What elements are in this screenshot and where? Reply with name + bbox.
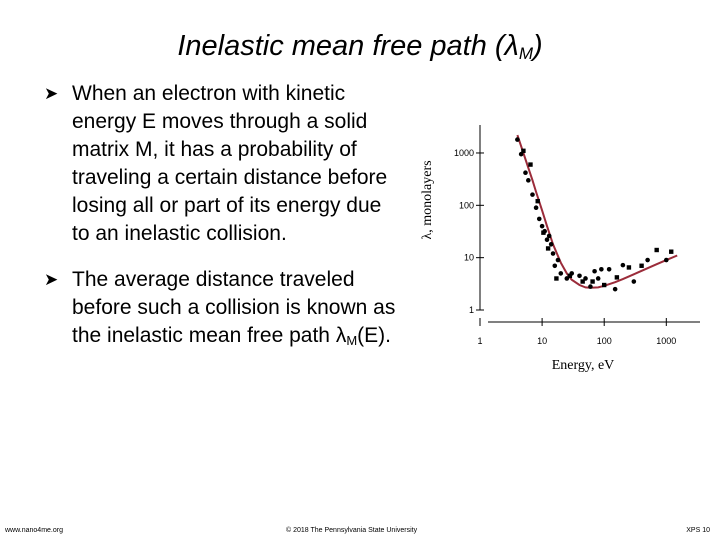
data-point-circle bbox=[588, 284, 593, 289]
data-point-square bbox=[545, 246, 551, 251]
y-axis-label: λ, monolayers bbox=[420, 160, 435, 239]
data-point-circle bbox=[536, 216, 542, 222]
data-point-square bbox=[535, 198, 540, 204]
data-point-square bbox=[626, 265, 632, 270]
data-point-circle bbox=[544, 237, 550, 243]
x-tick-group: 1 10 100 1000 bbox=[477, 318, 676, 346]
data-point-square bbox=[602, 282, 607, 288]
data-point-square bbox=[669, 249, 674, 254]
data-point-circle bbox=[612, 286, 618, 292]
bullet-subscript: M bbox=[346, 333, 358, 348]
data-point-circle bbox=[533, 205, 539, 211]
x-tick-label: 100 bbox=[597, 336, 612, 346]
y-tick-label: 100 bbox=[459, 200, 474, 210]
data-point-circle bbox=[631, 279, 637, 284]
data-points bbox=[515, 137, 674, 292]
data-point-circle bbox=[620, 262, 626, 268]
bullet-item: ➤ The average distance traveled before s… bbox=[44, 266, 404, 355]
data-point-circle bbox=[515, 137, 520, 142]
data-point-square bbox=[654, 247, 659, 253]
title-text: Inelastic mean free path (λ bbox=[177, 30, 519, 62]
data-point-square bbox=[528, 162, 533, 167]
data-point-circle bbox=[546, 233, 552, 239]
data-point-circle bbox=[577, 273, 582, 279]
footer-website: www.nano4me.org bbox=[5, 527, 63, 534]
bullet-text: When an electron with kinetic energy E m… bbox=[72, 82, 388, 245]
data-point-square bbox=[639, 263, 644, 268]
data-point-circle bbox=[526, 178, 531, 183]
data-point-circle bbox=[523, 170, 528, 175]
title-subscript: M bbox=[518, 44, 533, 63]
slide-title: Inelastic mean free path (λM) bbox=[0, 30, 720, 64]
data-point-circle bbox=[555, 257, 561, 263]
data-point-circle bbox=[530, 192, 535, 197]
x-axis-label: Energy, eV bbox=[552, 358, 615, 373]
bullet-list: ➤ When an electron with kinetic energy E… bbox=[44, 80, 404, 373]
x-tick-label: 1 bbox=[477, 336, 482, 346]
data-point-circle bbox=[599, 266, 604, 272]
data-point-square bbox=[614, 275, 620, 280]
y-tick-label: 1000 bbox=[454, 148, 474, 158]
data-point-circle bbox=[664, 257, 669, 263]
data-point-circle bbox=[606, 266, 612, 272]
x-tick-label: 1000 bbox=[656, 336, 676, 346]
title-end: ) bbox=[533, 30, 543, 62]
data-point-circle bbox=[592, 268, 597, 274]
data-point-square bbox=[580, 279, 585, 284]
x-tick-label: 10 bbox=[537, 336, 547, 346]
mean-free-path-chart: 1 10 100 1000 1 10 100 1000 λ, monolayers Ener… bbox=[420, 125, 700, 373]
bullet-text: The average distance traveled before suc… bbox=[72, 268, 396, 347]
data-point-square bbox=[554, 276, 559, 281]
data-point-circle bbox=[645, 257, 650, 263]
footer-slide-number: XPS 10 bbox=[686, 527, 710, 534]
data-point-circle bbox=[552, 263, 558, 269]
arrow-bullet-icon: ➤ bbox=[44, 84, 59, 103]
data-point-square bbox=[521, 148, 526, 154]
y-tick-label: 1 bbox=[469, 305, 474, 315]
arrow-bullet-icon: ➤ bbox=[44, 270, 59, 289]
data-point-circle bbox=[558, 271, 564, 276]
data-point-circle bbox=[595, 276, 601, 281]
data-point-circle bbox=[539, 223, 545, 229]
data-point-square bbox=[590, 279, 595, 284]
bullet-text-end: (E). bbox=[357, 324, 391, 347]
data-point-circle bbox=[550, 251, 556, 256]
bullet-item: ➤ When an electron with kinetic energy E… bbox=[44, 80, 404, 248]
data-point-square bbox=[567, 273, 573, 279]
data-point-square bbox=[541, 230, 546, 235]
data-point-circle bbox=[548, 241, 554, 247]
y-tick-label: 10 bbox=[464, 253, 474, 263]
y-tick-group: 1 10 100 1000 bbox=[454, 148, 484, 315]
footer-copyright: © 2018 The Pennsylvania State University bbox=[286, 527, 418, 534]
trend-curve bbox=[516, 134, 678, 289]
